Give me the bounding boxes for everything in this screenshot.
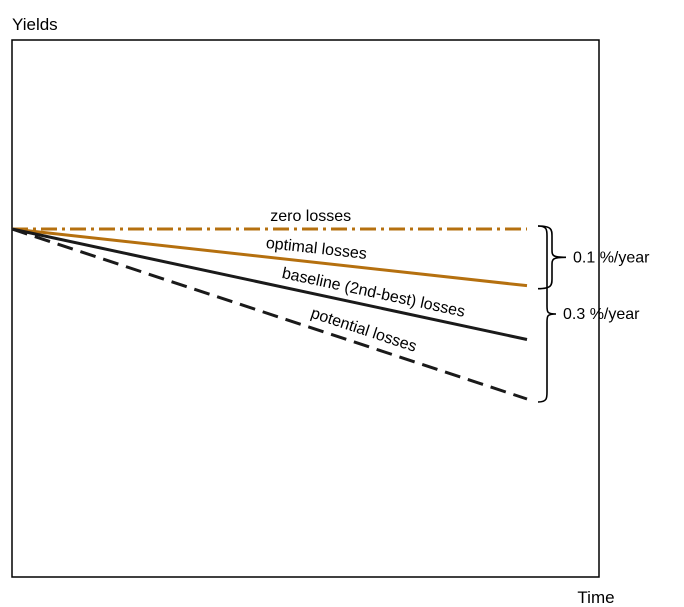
series-line-baseline: [11, 227, 528, 341]
series-label-zero: zero losses: [270, 208, 351, 225]
brace-large: [537, 225, 557, 403]
y-axis-label: Yields: [12, 15, 58, 34]
annotation-group: 0.1 %/year 0.3 %/year: [537, 225, 650, 403]
brace-small: [537, 225, 567, 290]
plot-area-frame: [11, 39, 600, 578]
series-line-optimal: [11, 227, 528, 288]
series-line-potential: [11, 227, 528, 401]
brace-label-large: 0.3 %/year: [563, 306, 640, 323]
x-axis-label: Time: [577, 588, 614, 607]
brace-label-small: 0.1 %/year: [573, 249, 650, 266]
